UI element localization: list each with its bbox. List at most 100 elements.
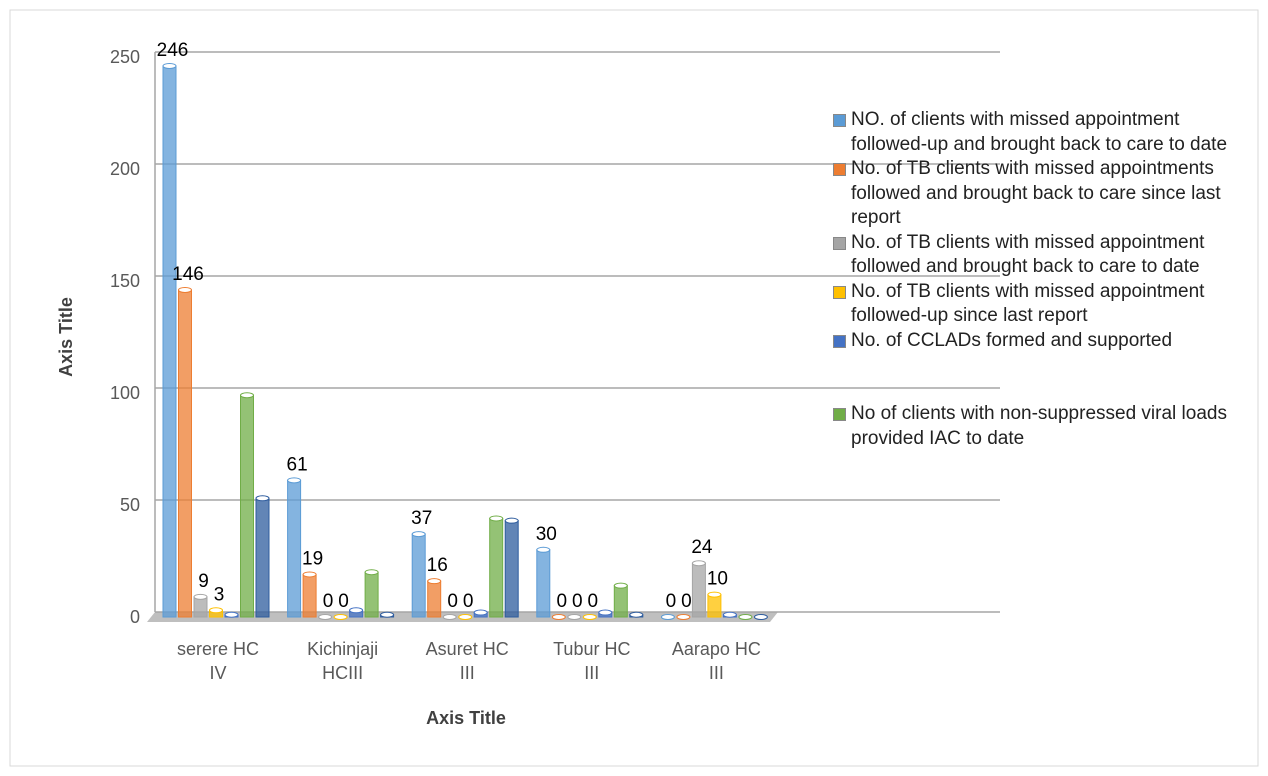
bar-cap [380,611,395,618]
bar [427,578,442,618]
data-label: 0 [666,591,677,612]
bar [613,582,628,618]
data-label: 0 [681,591,692,612]
legend-item [833,353,1253,402]
bar-body [707,594,722,618]
bar-cap [567,614,582,620]
legend-label: No. of TB clients with missed appointmen… [851,231,1205,278]
bar-cap [753,614,768,620]
bar-body [287,479,302,618]
data-label: 0 [338,591,349,612]
bar-cap [333,614,348,620]
legend-label: No. of TB clients with missed appointmen… [851,280,1205,327]
bar [209,607,223,618]
bar-cap [676,614,691,620]
bar [722,611,737,618]
legend-item: No. of TB clients with missed appointmen… [833,280,1253,329]
bar [349,607,364,618]
y-tick-label: 150 [110,271,140,291]
y-tick-label: 200 [110,159,140,179]
bar-cap [178,286,192,293]
bar-body [364,571,379,618]
data-label: 0 [572,591,583,612]
data-label: 0 [588,591,599,612]
bar [753,614,768,620]
bar-body [613,585,628,618]
bar-cap [738,614,753,620]
bar-cap [489,515,504,522]
y-tick-label: 100 [110,383,140,403]
bar-cap [209,607,223,614]
legend-swatch [833,163,846,176]
bar-cap [349,607,364,614]
bar [458,614,473,620]
bar [738,614,753,620]
x-axis-title: Axis Title [426,708,506,728]
bar-cap [598,609,613,616]
data-label: 61 [287,454,308,475]
bar-body [178,289,192,618]
data-label: 30 [536,524,557,545]
bar [504,517,519,618]
legend-swatch [833,236,846,250]
data-label: 10 [707,569,728,590]
x-tick-label: Tubur HC III [553,639,630,683]
bar-cap [473,609,488,616]
bar-body [193,596,208,618]
bar-cap [660,614,675,620]
bar [473,609,488,618]
data-label: 146 [172,264,204,285]
bar [551,614,566,620]
bar [333,614,348,620]
bar-cap [629,611,644,618]
bar-body [504,520,519,618]
bar-cap [582,614,597,620]
bar [629,611,644,618]
legend-swatch [833,285,846,299]
data-label: 37 [411,508,432,529]
bar-body [691,562,706,618]
bar [287,477,302,618]
bar-cap [442,614,457,620]
legend-item: No. of TB clients with missed appointmen… [833,231,1253,280]
legend-label: NO. of clients with missed appointment f… [851,109,1228,155]
bar-body [489,517,504,618]
bar [582,614,597,620]
bar-cap [364,569,379,576]
bar [676,614,691,620]
bar-cap [318,614,333,620]
bar [489,515,504,618]
legend-label: No. of CCLADs formed and supported [851,329,1173,351]
y-tick-label: 50 [120,495,140,515]
data-label: 3 [214,584,225,605]
x-tick-label: serere HC IV [177,639,259,683]
bar [162,62,177,618]
legend-item: NO. of clients with missed appointment f… [833,108,1253,157]
bar-cap [162,62,177,69]
y-tick-label: 250 [110,47,140,67]
legend: NO. of clients with missed appointment f… [833,108,1253,451]
legend-item: No. of TB clients with missed appointmen… [833,157,1253,231]
bar-cap [613,582,628,589]
bar-cap [427,578,442,585]
legend-item: No. of CCLADs formed and supported [833,329,1253,354]
bar-body [240,394,254,618]
bar-cap [255,495,270,502]
bar [380,611,395,618]
data-label: 9 [198,571,209,592]
bar-cap [691,560,706,567]
bar-cap [302,571,317,578]
bar-cap [287,477,302,484]
bar-cap [411,531,426,538]
bar [567,614,582,620]
legend-label: No. of TB clients with missed appointmen… [851,158,1221,228]
bar [364,569,379,618]
bar-cap [722,611,737,618]
bar-body [255,497,270,618]
y-axis-title: Axis Title [56,297,76,377]
bar-cap [536,546,551,553]
bar [598,609,613,618]
bar [660,614,675,620]
legend-swatch [833,114,846,127]
